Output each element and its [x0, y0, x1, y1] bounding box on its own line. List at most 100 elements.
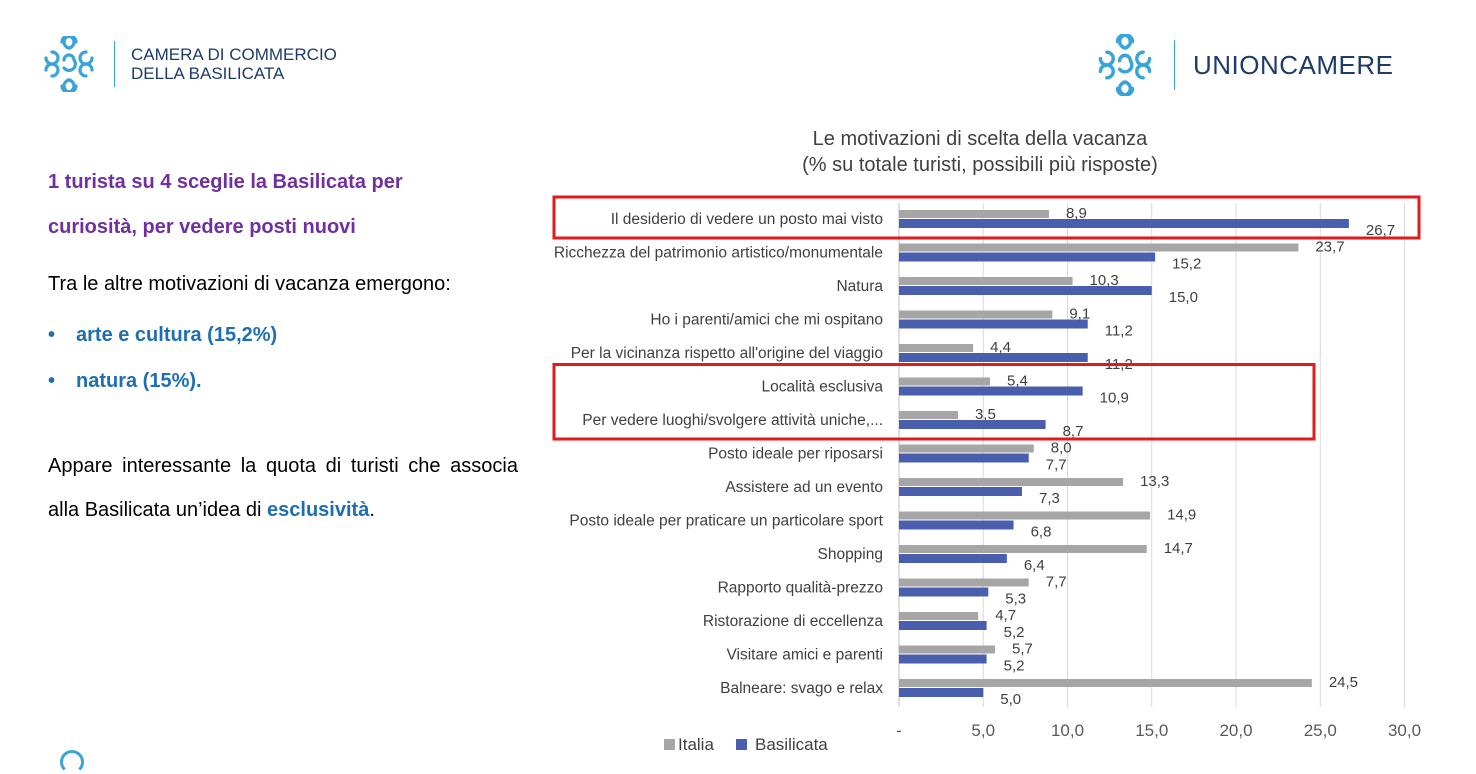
- footer-logo-fragment-icon: [60, 750, 84, 774]
- bar-basilicata: [899, 654, 987, 664]
- bar-italia: [899, 344, 974, 352]
- data-label-basilicata: 5,3: [1005, 591, 1026, 608]
- category-label: Posto ideale per riposarsi: [708, 446, 883, 463]
- logo-line-1: CAMERA DI COMMERCIO: [131, 45, 337, 64]
- data-label-italia: 5,4: [1007, 373, 1028, 390]
- data-label-italia: 3,5: [975, 406, 996, 423]
- bar-basilicata: [899, 554, 1007, 563]
- bar-italia: [899, 411, 958, 419]
- bar-basilicata: [899, 286, 1152, 295]
- highlight-frame: [552, 195, 1421, 240]
- legend-label-basilicata: Basilicata: [755, 735, 828, 754]
- bar-italia: [899, 645, 996, 654]
- bar-italia: [899, 511, 1151, 520]
- category-label: Il desiderio di vedere un posto mai vist…: [611, 211, 883, 228]
- category-label: Rapporto qualità-prezzo: [718, 580, 883, 597]
- bar-basilicata: [899, 386, 1083, 396]
- unioncamere-logo-icon: [1098, 34, 1152, 96]
- data-label-basilicata: 5,2: [1004, 658, 1025, 675]
- category-label: Ricchezza del patrimonio artistico/monum…: [554, 245, 883, 262]
- x-tick-label: 15,0: [1135, 721, 1168, 740]
- data-label-italia: 14,9: [1167, 507, 1196, 524]
- data-label-basilicata: 11,2: [1105, 323, 1133, 340]
- data-label-basilicata: 6,8: [1031, 524, 1052, 541]
- x-tick-label: 30,0: [1388, 721, 1421, 740]
- category-label: Balneare: svago e relax: [720, 680, 883, 697]
- data-label-basilicata: 7,7: [1046, 457, 1067, 474]
- chart-title: Le motivazioni di scelta della vacanza: [813, 128, 1149, 150]
- bar-basilicata: [899, 453, 1029, 463]
- data-label-italia: 8,0: [1051, 440, 1072, 457]
- bullet-dot-icon: •: [48, 370, 56, 392]
- logo-separator: [114, 41, 115, 87]
- bar-italia: [899, 444, 1034, 453]
- highlight-frame: [552, 363, 1316, 441]
- data-label-italia: 24,5: [1329, 674, 1358, 691]
- category-label: Per vedere luoghi/svolgere attività unic…: [582, 412, 883, 429]
- data-label-italia: 23,7: [1315, 239, 1344, 256]
- x-tick-label: 25,0: [1304, 721, 1337, 740]
- data-label-italia: 7,7: [1046, 574, 1067, 591]
- data-label-basilicata: 5,0: [1000, 691, 1021, 708]
- bar-italia: [899, 545, 1147, 553]
- legend-swatch-basilicata: [736, 739, 747, 750]
- left-panel: 1 turista su 4 sceglie la Basilicata per…: [48, 160, 518, 532]
- category-label: Natura: [836, 278, 883, 295]
- category-label: Posto ideale per praticare un particolar…: [569, 513, 883, 530]
- data-label-italia: 8,9: [1066, 205, 1087, 222]
- category-label: Ho i parenti/amici che mi ospitano: [650, 312, 883, 329]
- bar-basilicata: [899, 621, 987, 630]
- data-label-italia: 13,3: [1140, 473, 1169, 490]
- paragraph-highlight: esclusività: [267, 499, 370, 521]
- bar-basilicata: [899, 252, 1156, 262]
- bar-basilicata: [899, 520, 1014, 530]
- bullet-item: • natura (15%).: [48, 358, 518, 404]
- bar-basilicata: [899, 487, 1023, 496]
- bar-italia: [899, 612, 979, 620]
- category-label: Per la vicinanza rispetto all'origine de…: [571, 345, 883, 362]
- bar-italia: [899, 277, 1073, 285]
- data-label-basilicata: 26,7: [1366, 222, 1395, 239]
- data-label-basilicata: 7,3: [1039, 490, 1060, 507]
- x-tick-label: -: [896, 721, 902, 740]
- bar-basilicata: [899, 420, 1046, 429]
- logo-separator: [1174, 40, 1175, 90]
- legend-swatch-italia: [664, 739, 675, 750]
- data-label-italia: 14,7: [1164, 540, 1193, 557]
- bar-basilicata: [899, 353, 1088, 362]
- headline-line-2: curiosità, per vedere posti nuovi: [48, 216, 356, 238]
- data-label-basilicata: 10,9: [1100, 390, 1129, 407]
- exclusivity-paragraph: Appare interessante la quota di turisti …: [48, 444, 518, 532]
- legend-label-italia: Italia: [678, 735, 714, 754]
- headline: 1 turista su 4 sceglie la Basilicata per…: [48, 160, 518, 250]
- data-label-italia: 4,7: [995, 607, 1016, 624]
- x-tick-label: 10,0: [1051, 721, 1084, 740]
- logo-line-2: DELLA BASILICATA: [131, 64, 285, 83]
- bullet-item: • arte e cultura (15,2%): [48, 312, 518, 358]
- camera-commercio-logo: CAMERA DI COMMERCIO DELLA BASILICATA: [40, 36, 337, 92]
- intro-text: Tra le altre motivazioni di vacanza emer…: [48, 273, 451, 295]
- data-label-italia: 4,4: [990, 339, 1011, 356]
- chart-subtitle: (% su totale turisti, possibili più risp…: [802, 154, 1158, 176]
- bar-basilicata: [899, 688, 984, 697]
- bar-italia: [899, 377, 990, 386]
- x-tick-label: 20,0: [1219, 721, 1252, 740]
- data-label-basilicata: 15,2: [1172, 256, 1201, 273]
- x-tick-label: 5,0: [971, 721, 995, 740]
- category-label: Assistere ad un evento: [725, 479, 883, 496]
- bar-italia: [899, 578, 1029, 587]
- data-label-basilicata: 5,2: [1004, 624, 1025, 641]
- category-label: Shopping: [817, 546, 883, 563]
- bar-basilicata: [899, 319, 1088, 329]
- data-label-italia: 5,7: [1012, 641, 1033, 658]
- bar-italia: [899, 478, 1124, 486]
- bullet-list: • arte e cultura (15,2%) • natura (15%).: [48, 312, 518, 404]
- category-label: Località esclusiva: [762, 379, 884, 396]
- bullet-dot-icon: •: [48, 324, 56, 346]
- bar-basilicata: [899, 219, 1349, 228]
- bar-basilicata: [899, 587, 989, 597]
- unioncamere-logo: UNIONCAMERE: [1094, 34, 1394, 96]
- data-label-basilicata: 6,4: [1024, 557, 1045, 574]
- data-label-italia: 9,1: [1069, 306, 1090, 323]
- data-label-basilicata: 15,0: [1169, 289, 1198, 306]
